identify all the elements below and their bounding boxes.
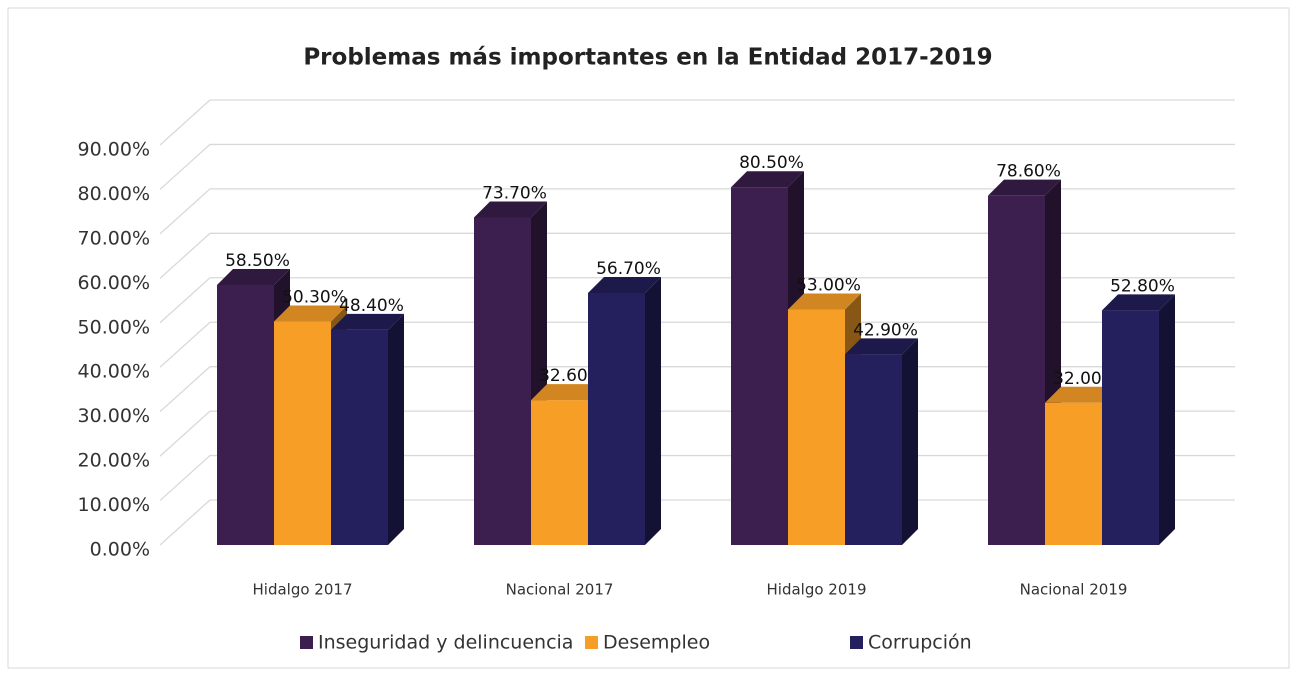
bar-top: [217, 269, 290, 285]
data-label: 32.60%: [539, 366, 604, 386]
x-tick-label: Nacional 2019: [1020, 581, 1128, 599]
legend-swatch: [300, 636, 313, 649]
bar-side: [1159, 294, 1175, 545]
data-label: 42.90%: [853, 320, 918, 340]
bar-side: [902, 338, 918, 545]
data-label: 56.70%: [596, 259, 661, 279]
y-tick-label: 60.00%: [78, 272, 150, 294]
legend-label: Inseguridad y delincuencia: [318, 632, 573, 654]
y-tick-label: 20.00%: [78, 450, 150, 472]
y-tick-label: 0.00%: [90, 539, 150, 561]
bar-front: [331, 329, 388, 545]
data-label: 78.60%: [996, 162, 1061, 182]
grid-line: [159, 321, 1235, 368]
x-tick-label: Hidalgo 2019: [767, 581, 867, 599]
legend-swatch: [850, 636, 863, 649]
grid-line: [159, 188, 1235, 235]
data-label: 52.80%: [1110, 276, 1175, 296]
data-label: 58.50%: [225, 251, 290, 271]
bar-top: [731, 171, 804, 188]
grid-line: [159, 99, 1235, 146]
grid-line: [159, 232, 1235, 279]
bar-front: [731, 187, 788, 545]
data-label: 48.40%: [339, 296, 404, 316]
bar-side: [645, 277, 661, 545]
chart-title: Problemas más importantes en la Entidad …: [303, 45, 992, 71]
bar-top: [474, 201, 547, 218]
bar-front: [788, 309, 845, 545]
y-tick-label: 80.00%: [78, 183, 150, 205]
bar-top: [845, 338, 918, 355]
bar-front: [274, 321, 331, 545]
bar-front: [1045, 402, 1102, 545]
bar-top: [588, 277, 661, 293]
y-tick-label: 70.00%: [78, 227, 150, 249]
y-tick-label: 30.00%: [78, 405, 150, 427]
data-label: 50.30%: [282, 287, 347, 307]
x-tick-label: Nacional 2017: [506, 581, 614, 599]
bar-top: [1102, 294, 1175, 311]
data-label: 32.00%: [1053, 369, 1118, 389]
grid-line: [159, 143, 1235, 190]
y-tick-label: 40.00%: [78, 361, 150, 383]
y-tick-label: 50.00%: [78, 316, 150, 338]
legend-label: Corrupción: [868, 632, 972, 654]
bar-front: [988, 195, 1045, 545]
bar-front: [588, 293, 645, 545]
bar-front: [474, 217, 531, 545]
y-tick-label: 10.00%: [78, 494, 150, 516]
bar-top: [274, 305, 347, 322]
bar-top: [1045, 386, 1118, 403]
bar-side: [388, 313, 404, 545]
x-tick-label: Hidalgo 2017: [253, 581, 353, 599]
bar-front: [1102, 310, 1159, 545]
y-tick-label: 90.00%: [78, 139, 150, 161]
legend-label: Desempleo: [603, 632, 710, 654]
data-label: 53.00%: [796, 275, 861, 295]
bar-top: [331, 313, 404, 330]
bar-front: [217, 285, 274, 545]
data-label: 73.70%: [482, 183, 547, 203]
bar-top: [988, 179, 1061, 196]
bar-top: [531, 384, 604, 401]
data-label: 80.50%: [739, 153, 804, 173]
bar-front: [531, 400, 588, 545]
legend-swatch: [585, 636, 598, 649]
bar-top: [788, 293, 861, 310]
bar-front: [845, 354, 902, 545]
grid-line: [159, 277, 1235, 324]
